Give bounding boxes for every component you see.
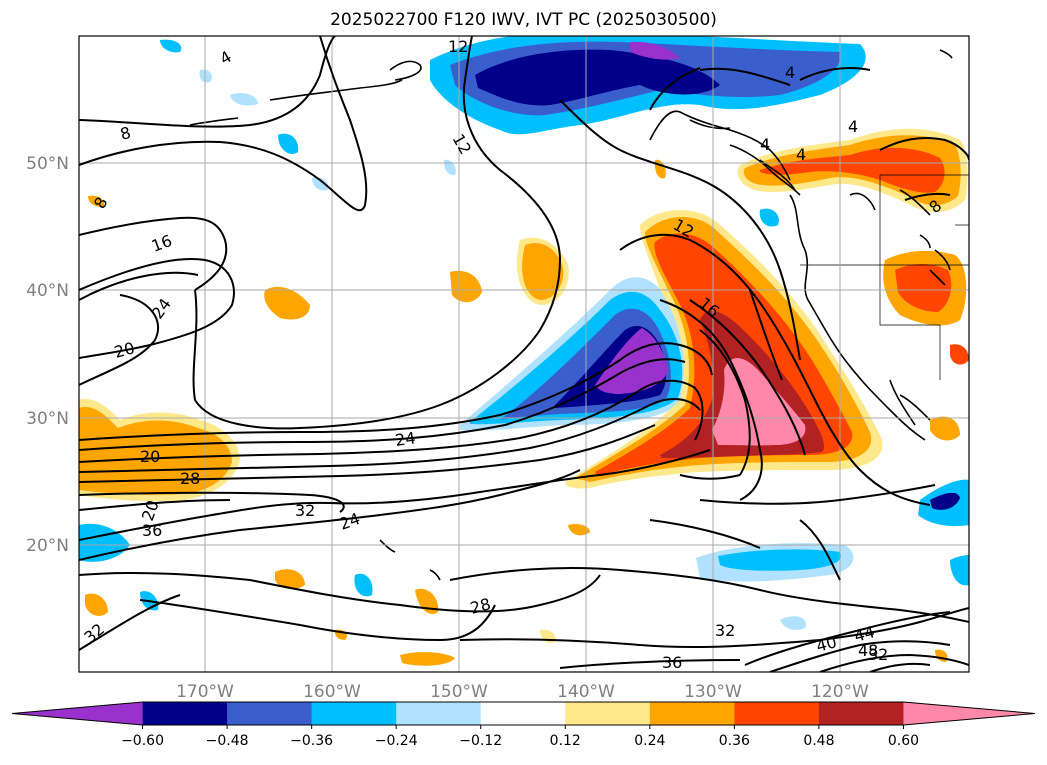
colorbar-segment [396, 702, 482, 725]
colorbar-tick-label: 0.24 [634, 733, 665, 749]
colorbar-extend-max [903, 702, 1035, 725]
graticule [79, 36, 969, 672]
contour-label: 4 [760, 135, 770, 154]
lon-label: 170°W [176, 682, 234, 702]
lat-label: 30°N [26, 409, 69, 429]
colorbar-tick-label: −0.24 [375, 733, 418, 749]
contour-label: 12 [448, 37, 468, 56]
colorbar: −0.60 −0.48 −0.36 −0.24 −0.12 0.12 0.24 0.36 0.4… [11, 701, 1036, 749]
colorbar-segment [818, 702, 904, 725]
colorbar-tick-label: −0.48 [206, 733, 249, 749]
colorbar-segment [649, 702, 735, 725]
colorbar-tick-label: −0.36 [290, 733, 333, 749]
contour-label: 28 [468, 594, 493, 618]
contour-label: 32 [715, 621, 735, 640]
lat-label: 40°N [26, 281, 69, 301]
contour-label: 8 [118, 123, 133, 144]
colorbar-tick-label: −0.12 [459, 733, 502, 749]
colorbar-tick-label: 0.48 [803, 733, 834, 749]
contour-label: 4 [785, 63, 795, 82]
lon-label: 130°W [684, 682, 742, 702]
colorbar-segment [734, 702, 820, 725]
plot-frame [78, 35, 970, 673]
longitude-labels: 170°W 160°W 150°W 140°W 130°W 120°W [176, 682, 869, 702]
colorbar-tick-label: −0.60 [121, 733, 164, 749]
contour-label: 36 [662, 653, 682, 672]
contour-label: 24 [394, 428, 417, 450]
map-title: 2025022700 F120 IWV, IVT PC (2025030500) [330, 10, 717, 30]
colorbar-segment [480, 702, 566, 725]
lon-label: 160°W [303, 682, 361, 702]
colorbar-tick-label: 0.36 [719, 733, 750, 749]
colorbar-extend-min [12, 702, 143, 725]
lon-label: 150°W [430, 682, 488, 702]
contour-label: 4 [848, 117, 858, 136]
colorbar-segment [565, 702, 651, 725]
colorbar-tick-label: 0.60 [888, 733, 919, 749]
lon-label: 140°W [557, 682, 615, 702]
lon-label: 120°W [811, 682, 869, 702]
lat-label: 50°N [26, 154, 69, 174]
colorbar-tick-label: 0.12 [550, 733, 581, 749]
contour-label: 20 [140, 447, 160, 466]
contour-label: 48 [858, 641, 878, 660]
latitude-labels: 50°N 40°N 30°N 20°N [26, 154, 69, 556]
contour-label: 28 [180, 469, 200, 488]
contour-label: 20 [112, 338, 137, 362]
colorbar-segment [311, 702, 397, 725]
contour-label: 32 [868, 645, 888, 664]
lat-label: 20°N [26, 536, 69, 556]
colorbar-segment [142, 702, 228, 725]
contour-label: 36 [142, 521, 162, 540]
map-plot-area: 4 12 12 8 8 16 24 20 20 28 24 32 24 20 3… [79, 36, 969, 672]
iwv-contours [79, 36, 969, 672]
contour-label: 40 [814, 632, 839, 656]
coastlines [189, 49, 953, 581]
colorbar-segment [227, 702, 313, 725]
contour-label: 32 [295, 501, 315, 520]
contour-label: 44 [852, 622, 877, 646]
negative-shading [79, 36, 969, 630]
contour-label: 4 [796, 145, 806, 164]
